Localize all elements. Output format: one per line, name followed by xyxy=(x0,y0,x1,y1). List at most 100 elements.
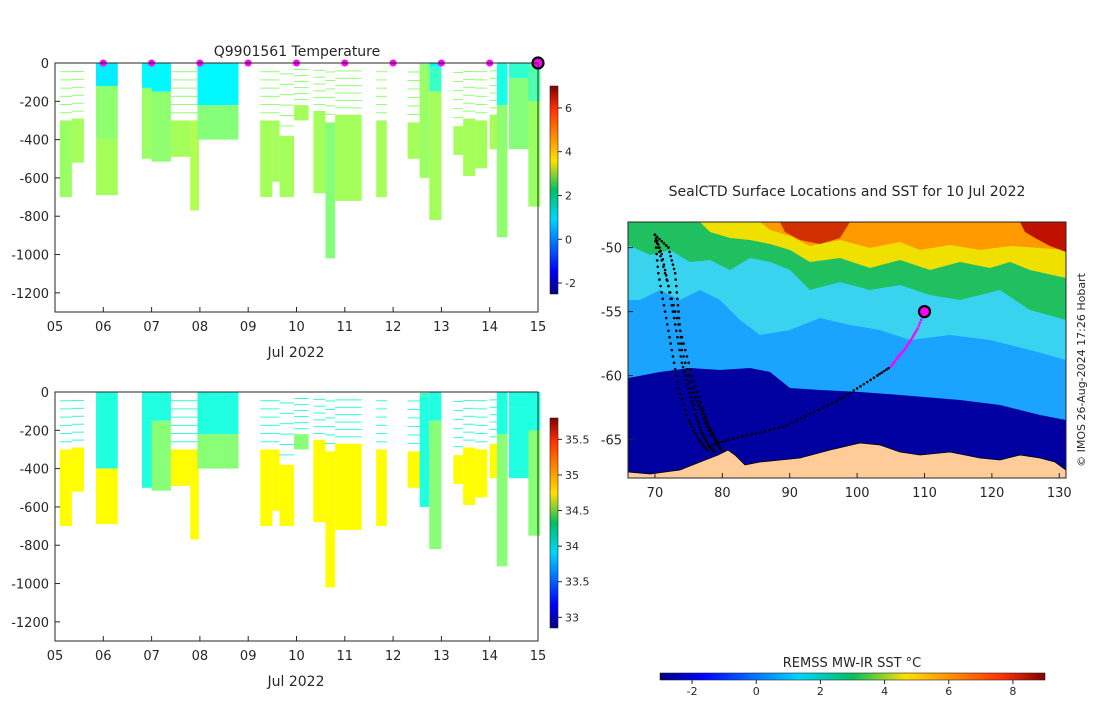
y-tick-label: -800 xyxy=(19,210,49,225)
y-tick-label: -200 xyxy=(19,95,49,110)
track-point xyxy=(817,408,821,412)
profile-fragment xyxy=(190,87,199,89)
track-point xyxy=(772,427,776,431)
track-point xyxy=(680,348,684,352)
profile-fragment xyxy=(279,433,295,435)
x-tick-label: 05 xyxy=(47,649,64,664)
track-point xyxy=(682,355,685,358)
track-point xyxy=(670,348,674,352)
profile-fragment xyxy=(407,434,422,436)
track-point xyxy=(804,414,807,418)
track-point xyxy=(657,271,660,275)
profile-fragment xyxy=(170,424,191,426)
profile-fragment xyxy=(475,441,488,443)
track-point xyxy=(655,242,659,245)
x-tick-label: 15 xyxy=(530,649,547,664)
profile-fragment xyxy=(190,408,199,410)
track-point xyxy=(822,406,825,409)
profile-cell xyxy=(429,66,442,92)
track-point xyxy=(662,263,666,266)
temperature-axes: 05 06 07 08 09 10 11 12 13 14 15 0 -200 -400 -600 -800 -… xyxy=(11,57,546,335)
track-point xyxy=(657,246,660,249)
track-point xyxy=(705,419,708,422)
track-point xyxy=(685,378,688,382)
profile-cell xyxy=(151,420,171,491)
profile-fragment xyxy=(71,86,84,88)
track-point xyxy=(876,374,879,377)
profile-fragment xyxy=(335,428,362,430)
track-point xyxy=(677,342,680,345)
track-point xyxy=(732,437,735,440)
track-point xyxy=(671,355,675,358)
track-point xyxy=(663,271,667,275)
profile-fragment xyxy=(335,70,362,72)
track-point xyxy=(831,402,834,405)
profile-fragment xyxy=(279,114,295,116)
track-point xyxy=(675,316,679,320)
profile-cell xyxy=(475,449,488,498)
profile-cell xyxy=(71,118,84,163)
profile-fragment xyxy=(376,441,387,443)
map-y-tick-label: -60 xyxy=(601,370,622,385)
track-point xyxy=(694,431,697,435)
profile-fragment xyxy=(463,110,476,112)
track-point xyxy=(678,323,681,326)
track-point xyxy=(878,372,881,376)
temperature-axes-box xyxy=(54,62,539,313)
profile-fragment xyxy=(294,75,309,77)
profile-fragment xyxy=(190,71,199,73)
track-point xyxy=(702,416,706,420)
profile-fragment xyxy=(475,71,488,73)
track-point xyxy=(701,409,705,413)
salinity-xlabel: Jul 2022 xyxy=(267,674,325,690)
track-point xyxy=(676,297,679,301)
x-tick-label: 07 xyxy=(143,320,160,335)
track-point xyxy=(662,265,665,269)
profile-cell xyxy=(335,114,362,201)
track-point xyxy=(786,423,789,426)
sst-colorbar-tick-label: 4 xyxy=(881,685,888,698)
profile-fragment xyxy=(419,396,430,398)
profile-cell xyxy=(260,449,273,527)
profile-fragment xyxy=(335,399,362,401)
track-point xyxy=(709,434,712,437)
track-point xyxy=(689,380,692,384)
track-point xyxy=(714,438,717,441)
profile-fragment xyxy=(313,90,326,92)
track-point xyxy=(859,384,862,388)
profile-cell xyxy=(429,392,442,396)
profile-fragment xyxy=(376,71,387,73)
profile-fragment xyxy=(453,419,464,421)
profile-fragment xyxy=(190,400,199,402)
track-point xyxy=(672,316,676,320)
y-tick-label: 0 xyxy=(41,57,49,72)
profile-fragment xyxy=(294,422,309,424)
y-tick-label: -1200 xyxy=(11,616,49,631)
profile-fragment xyxy=(419,65,430,67)
track-point xyxy=(680,361,684,365)
colorbar-tick-label: 6 xyxy=(565,102,572,115)
track-point xyxy=(670,297,674,301)
profile-fragment xyxy=(260,416,273,418)
recent-track-point xyxy=(917,324,921,327)
sst-colorbar-tick-label: 8 xyxy=(1009,685,1016,698)
profile-fragment xyxy=(463,423,476,425)
x-tick-label: 14 xyxy=(481,320,498,335)
track-point xyxy=(661,297,665,301)
track-point xyxy=(678,392,682,396)
track-point xyxy=(668,335,671,339)
profile-fragment xyxy=(59,79,72,81)
track-point xyxy=(697,404,701,407)
profile-fragment xyxy=(294,398,309,400)
track-point xyxy=(694,384,697,388)
track-point xyxy=(655,252,658,256)
recent-track-point xyxy=(915,328,918,332)
track-point xyxy=(745,434,749,437)
track-point xyxy=(862,382,866,386)
track-point xyxy=(698,425,702,429)
x-tick-label: 12 xyxy=(385,649,402,664)
track-point xyxy=(699,428,703,432)
x-tick-label: 10 xyxy=(288,649,305,664)
profile-cell xyxy=(96,63,118,86)
track-point xyxy=(664,274,668,277)
